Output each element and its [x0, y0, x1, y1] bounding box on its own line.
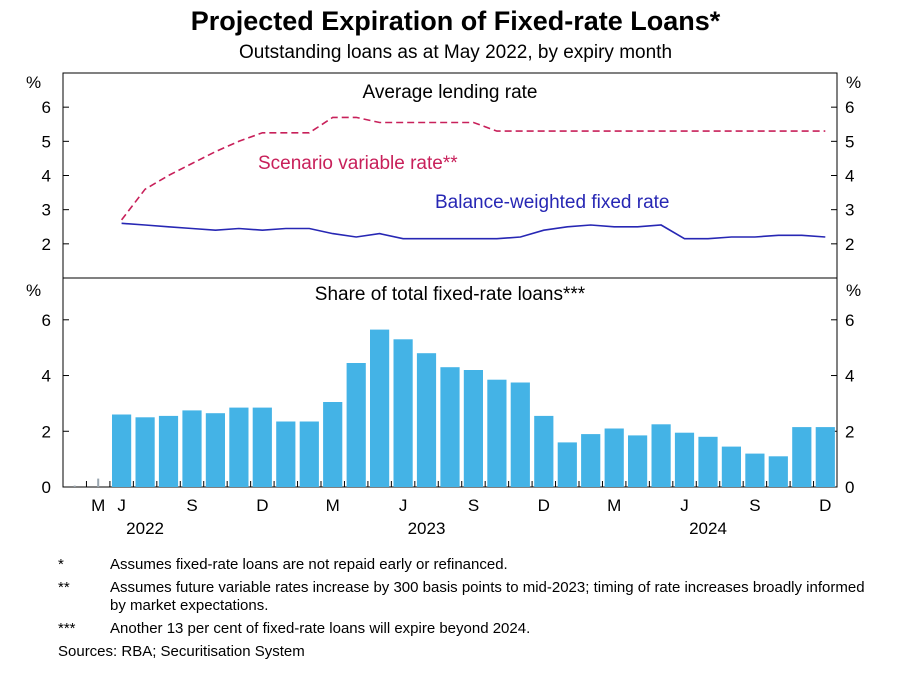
y-tick-label-left: 3 — [42, 201, 51, 220]
bar — [393, 339, 413, 487]
scenario-rate-line — [120, 116, 826, 221]
x-tick-label: J — [399, 496, 408, 515]
x-year-label: 2024 — [689, 519, 727, 538]
y-tick-label-left: 6 — [42, 311, 51, 330]
footnote: * Assumes fixed-rate loans are not repai… — [58, 556, 878, 574]
y-tick-label-right: 2 — [845, 422, 854, 441]
top-left-unit: % — [26, 73, 41, 92]
bar — [792, 427, 812, 487]
y-tick-label-left: 2 — [42, 235, 51, 254]
bar — [768, 456, 788, 487]
bar — [112, 414, 132, 487]
bar — [182, 410, 202, 487]
bar — [651, 424, 671, 487]
y-tick-label-right: 4 — [845, 167, 854, 186]
bar — [745, 453, 765, 487]
top-panel-title: Average lending rate — [363, 82, 538, 103]
footnote-mark: ** — [58, 579, 70, 596]
x-tick-label: S — [468, 496, 479, 515]
footnote-text: Assumes future variable rates increase b… — [110, 579, 865, 614]
bar — [721, 446, 741, 487]
y-tick-label-left: 4 — [42, 367, 51, 386]
bar — [698, 436, 718, 487]
x-tick-label: M — [91, 496, 105, 515]
bar — [487, 379, 507, 487]
bottom-right-unit: % — [846, 281, 861, 300]
y-tick-label-left: 2 — [42, 422, 51, 441]
y-tick-label-right: 0 — [845, 478, 854, 497]
footnote-text: Assumes fixed-rate loans are not repaid … — [110, 556, 508, 573]
y-tick-label-right: 3 — [845, 201, 854, 220]
y-tick-label-right: 5 — [845, 132, 854, 151]
bar — [370, 329, 390, 487]
chart-title: Projected Expiration of Fixed-rate Loans… — [190, 6, 721, 36]
bar — [135, 417, 155, 487]
y-tick-label-left: 6 — [42, 98, 51, 117]
y-tick-label-right: 4 — [845, 367, 854, 386]
footnote-text: Another 13 per cent of fixed-rate loans … — [110, 620, 531, 637]
y-tick-label-left: 0 — [42, 478, 51, 497]
fixed-series-label: Balance-weighted fixed rate — [435, 192, 669, 213]
y-tick-label-left: 4 — [42, 167, 51, 186]
x-tick-label: M — [607, 496, 621, 515]
bar — [440, 367, 460, 487]
footnotes: * Assumes fixed-rate loans are not repai… — [58, 556, 878, 661]
top-right-unit: % — [846, 73, 861, 92]
bar — [276, 421, 296, 487]
y-tick-label-right: 2 — [845, 235, 854, 254]
bar — [674, 432, 695, 487]
bar — [628, 435, 648, 487]
bottom-panel-title: Share of total fixed-rate loans*** — [315, 284, 586, 305]
scenario-series-label: Scenario variable rate** — [258, 153, 458, 174]
fixed-rate-line — [121, 222, 826, 240]
bar — [581, 434, 601, 487]
bar — [229, 407, 249, 487]
footnote-mark: * — [58, 556, 64, 573]
y-tick-label-right: 6 — [845, 98, 854, 117]
x-tick-label: J — [117, 496, 126, 515]
bar — [252, 407, 272, 487]
y-tick-label-left: 5 — [42, 132, 51, 151]
bar — [323, 402, 343, 487]
bar — [510, 382, 530, 487]
bar — [205, 413, 225, 487]
x-tick-label: S — [749, 496, 760, 515]
chart-svg: Average lending rate % % Scenario variab… — [26, 72, 861, 538]
footnote-mark: *** — [58, 620, 76, 637]
x-tick-label: S — [186, 496, 197, 515]
bar — [416, 353, 437, 487]
chart-subtitle: Outstanding loans as at May 2022, by exp… — [238, 42, 673, 63]
bottom-left-unit: % — [26, 281, 41, 300]
bar — [604, 428, 624, 487]
bar — [534, 415, 554, 487]
x-tick-label: D — [256, 496, 268, 515]
bar — [73, 485, 76, 487]
x-tick-label: M — [326, 496, 340, 515]
sources: Sources: RBA; Securitisation System — [58, 643, 305, 660]
bar — [158, 415, 179, 487]
x-tick-label: D — [819, 496, 831, 515]
x-year-label: 2022 — [126, 519, 164, 538]
y-tick-label-right: 6 — [845, 311, 854, 330]
bar — [299, 421, 319, 487]
bar — [97, 478, 100, 487]
bar — [346, 363, 366, 487]
bar — [463, 370, 483, 487]
x-tick-label: D — [538, 496, 550, 515]
x-year-label: 2023 — [408, 519, 446, 538]
footnote: *** Another 13 per cent of fixed-rate lo… — [58, 620, 878, 638]
footnote: ** Assumes future variable rates increas… — [58, 579, 878, 615]
bar — [557, 442, 577, 487]
x-tick-label: J — [680, 496, 689, 515]
bar — [815, 427, 835, 487]
